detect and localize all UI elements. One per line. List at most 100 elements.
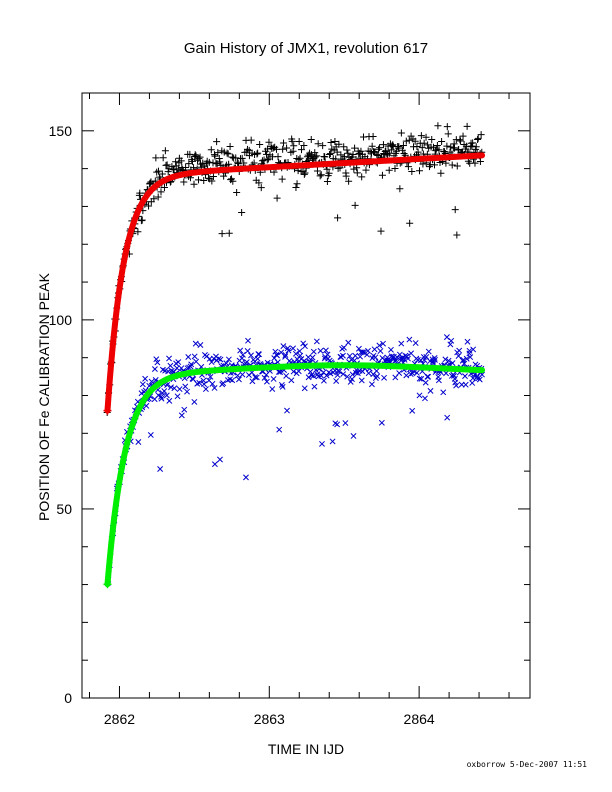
data-point-plus [323, 177, 331, 185]
data-point-x [340, 371, 347, 377]
data-point-x [397, 355, 404, 362]
data-point-x [302, 343, 308, 350]
data-point-x [261, 374, 268, 381]
data-point-x [161, 388, 168, 394]
data-point-x [421, 357, 428, 363]
data-point-plus [375, 145, 383, 153]
data-layer [103, 122, 486, 589]
data-point-x [185, 354, 192, 360]
data-point-x [376, 342, 383, 349]
x-tick-label: 2864 [404, 711, 435, 727]
data-point-plus [397, 129, 405, 137]
data-point-x [384, 354, 391, 361]
data-point-x [447, 341, 454, 348]
data-point-plus [378, 171, 386, 179]
data-point-plus [474, 135, 482, 143]
data-point-plus [327, 138, 335, 146]
data-point-plus [220, 172, 228, 180]
data-point-x [309, 354, 316, 361]
data-point-plus [314, 140, 322, 148]
data-point-x [467, 354, 474, 361]
data-point-x [274, 352, 280, 359]
data-point-x [208, 359, 215, 366]
data-point-plus [269, 144, 277, 152]
data-point-plus [226, 142, 234, 150]
data-point-plus [396, 185, 404, 193]
data-point-plus [400, 149, 408, 157]
data-point-x [427, 387, 434, 394]
data-point-x [313, 338, 320, 345]
data-point-plus [471, 159, 479, 167]
data-point-x [277, 369, 284, 376]
data-point-plus [313, 152, 321, 160]
data-point-plus [418, 144, 426, 152]
data-point-plus [238, 154, 246, 162]
data-point-x [333, 378, 340, 384]
data-point-plus [247, 136, 255, 144]
data-point-x [175, 359, 182, 366]
data-point-plus [196, 153, 204, 161]
data-point-plus [433, 142, 441, 150]
fit-start-marker-red [103, 406, 112, 415]
data-point-plus [326, 150, 334, 158]
data-point-plus [457, 137, 465, 145]
data-point-plus [399, 142, 407, 150]
data-point-plus [443, 142, 451, 150]
data-point-plus [216, 158, 224, 166]
data-point-plus [207, 146, 215, 154]
data-point-x [463, 355, 470, 362]
data-point-x [334, 421, 341, 428]
data-point-x [166, 355, 172, 362]
data-point-x [453, 382, 460, 389]
data-point-x [358, 377, 365, 384]
data-point-plus [408, 168, 416, 176]
data-point-x [220, 380, 227, 387]
data-point-x [217, 456, 223, 463]
data-point-plus [214, 149, 222, 157]
data-point-plus [283, 144, 291, 152]
data-point-x [279, 383, 286, 390]
data-point-plus [417, 132, 425, 140]
x-tick-label: 2862 [104, 711, 135, 727]
data-point-plus [264, 155, 272, 163]
data-point-plus [334, 214, 342, 222]
data-point-x [280, 343, 287, 350]
series-red-fit-curve [104, 152, 486, 414]
data-point-x [151, 366, 158, 373]
data-point-plus [358, 173, 366, 181]
data-point-plus [351, 144, 359, 152]
data-point-x [239, 351, 246, 358]
data-point-x [197, 342, 204, 348]
data-point-plus [317, 171, 325, 179]
data-point-plus [422, 133, 430, 141]
data-point-x [365, 347, 371, 354]
data-point-plus [477, 131, 485, 139]
data-point-plus [240, 159, 248, 167]
data-point-x [405, 355, 411, 362]
data-point-plus [188, 157, 196, 165]
data-point-plus [395, 143, 403, 151]
data-point-plus [191, 151, 199, 159]
data-point-x [422, 395, 428, 402]
data-point-plus [172, 158, 180, 166]
data-point-x [292, 350, 299, 357]
data-point-plus [218, 230, 226, 238]
data-point-plus [340, 153, 348, 161]
data-point-plus [258, 157, 266, 165]
data-point-plus [437, 169, 445, 177]
data-point-x [171, 385, 178, 392]
data-point-plus [474, 134, 482, 142]
data-point-x [256, 351, 263, 358]
data-point-plus [233, 189, 241, 197]
data-point-plus [295, 156, 303, 164]
data-point-x [178, 412, 185, 419]
data-point-plus [428, 136, 436, 144]
data-point-plus [438, 137, 446, 145]
data-point-plus [319, 142, 327, 150]
data-point-plus [137, 217, 145, 225]
data-point-x [408, 350, 415, 357]
data-point-plus [377, 227, 385, 235]
y-axis-label: POSITION OF Fe CALIBRATION PEAK [36, 272, 52, 521]
data-point-plus [333, 148, 341, 156]
data-point-x [380, 340, 387, 347]
